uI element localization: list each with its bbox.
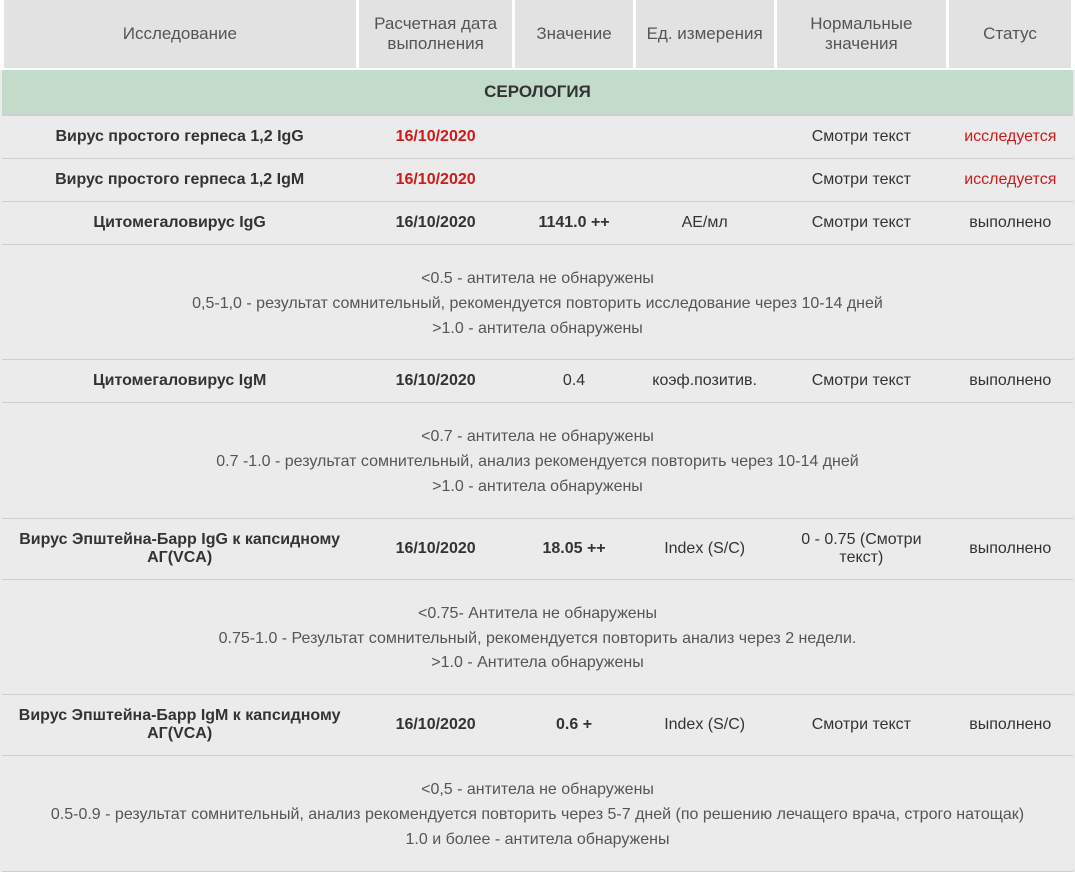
- cell-date: 16/10/2020: [357, 695, 514, 756]
- cell-test: Вирус простого герпеса 1,2 IgM: [2, 159, 357, 202]
- cell-value: 0.4: [514, 360, 634, 403]
- note-line: >1.0 - Антитела обнаружены: [431, 654, 643, 671]
- note-line: <0.7 - антитела не обнаружены: [421, 428, 654, 445]
- note-text: <0.7 - антитела не обнаружены 0.7 -1.0 -…: [2, 403, 1073, 518]
- cell-test: Вирус Эпштейна-Барр IgM к капсидному АГ(…: [2, 695, 357, 756]
- note-text: <0.75- Антитела не обнаружены 0.75-1.0 -…: [2, 579, 1073, 694]
- table-row: Цитомегаловирус IgG 16/10/2020 1141.0 ++…: [2, 202, 1073, 245]
- cell-date: 16/10/2020: [357, 360, 514, 403]
- cell-unit: [634, 115, 775, 159]
- note-row: <0.5 - антитела не обнаружены 0,5-1,0 - …: [2, 245, 1073, 360]
- cell-unit: коэф.позитив.: [634, 360, 775, 403]
- cell-unit: АЕ/мл: [634, 202, 775, 245]
- results-table: Исследование Расчетная дата выполнения З…: [0, 0, 1075, 872]
- note-line: <0.5 - антитела не обнаружены: [421, 270, 654, 287]
- col-value: Значение: [514, 0, 634, 69]
- cell-test: Цитомегаловирус IgG: [2, 202, 357, 245]
- cell-status: выполнено: [948, 518, 1073, 579]
- cell-norm: Смотри текст: [775, 202, 947, 245]
- cell-unit: Index (S/C): [634, 695, 775, 756]
- table-row: Вирус простого герпеса 1,2 IgG 16/10/202…: [2, 115, 1073, 159]
- cell-norm: Смотри текст: [775, 159, 947, 202]
- cell-status: выполнено: [948, 202, 1073, 245]
- cell-norm: 0 - 0.75 (Смотри текст): [775, 518, 947, 579]
- cell-norm: Смотри текст: [775, 115, 947, 159]
- note-line: >1.0 - антитела обнаружены: [432, 478, 643, 495]
- cell-status: исследуется: [948, 115, 1073, 159]
- cell-unit: Index (S/C): [634, 518, 775, 579]
- cell-test: Вирус простого герпеса 1,2 IgG: [2, 115, 357, 159]
- note-row: <0,5 - антитела не обнаружены 0.5-0.9 - …: [2, 756, 1073, 871]
- note-text: <0.5 - антитела не обнаружены 0,5-1,0 - …: [2, 245, 1073, 360]
- cell-date: 16/10/2020: [357, 159, 514, 202]
- table-row: Цитомегаловирус IgM 16/10/2020 0.4 коэф.…: [2, 360, 1073, 403]
- cell-test: Цитомегаловирус IgM: [2, 360, 357, 403]
- note-row: <0.7 - антитела не обнаружены 0.7 -1.0 -…: [2, 403, 1073, 518]
- col-norm: Нормальные значения: [775, 0, 947, 69]
- cell-value: 0.6 +: [514, 695, 634, 756]
- note-line: 1.0 и более - антитела обнаружены: [406, 831, 670, 848]
- cell-date: 16/10/2020: [357, 202, 514, 245]
- note-line: 0.7 -1.0 - результат сомнительный, анали…: [216, 453, 858, 470]
- cell-date: 16/10/2020: [357, 115, 514, 159]
- cell-unit: [634, 159, 775, 202]
- col-status: Статус: [948, 0, 1073, 69]
- note-line: 0.75-1.0 - Результат сомнительный, реком…: [219, 630, 857, 647]
- table-row: Вирус Эпштейна-Барр IgM к капсидному АГ(…: [2, 695, 1073, 756]
- cell-value: [514, 115, 634, 159]
- cell-status: выполнено: [948, 695, 1073, 756]
- note-line: <0.75- Антитела не обнаружены: [418, 605, 657, 622]
- cell-value: 18.05 ++: [514, 518, 634, 579]
- cell-test: Вирус Эпштейна-Барр IgG к капсидному АГ(…: [2, 518, 357, 579]
- note-line: >1.0 - антитела обнаружены: [432, 320, 643, 337]
- cell-status: исследуется: [948, 159, 1073, 202]
- note-row: <0.75- Антитела не обнаружены 0.75-1.0 -…: [2, 579, 1073, 694]
- section-serology: СЕРОЛОГИЯ: [2, 69, 1073, 115]
- cell-norm: Смотри текст: [775, 360, 947, 403]
- note-line: 0,5-1,0 - результат сомнительный, рекоме…: [192, 295, 883, 312]
- cell-norm: Смотри текст: [775, 695, 947, 756]
- note-text: <0,5 - антитела не обнаружены 0.5-0.9 - …: [2, 756, 1073, 871]
- col-unit: Ед. измерения: [634, 0, 775, 69]
- cell-value: [514, 159, 634, 202]
- table-row: Вирус Эпштейна-Барр IgG к капсидному АГ(…: [2, 518, 1073, 579]
- cell-status: выполнено: [948, 360, 1073, 403]
- note-line: 0.5-0.9 - результат сомнительный, анализ…: [51, 806, 1024, 823]
- table-row: Вирус простого герпеса 1,2 IgM 16/10/202…: [2, 159, 1073, 202]
- section-title: СЕРОЛОГИЯ: [2, 69, 1073, 115]
- col-test: Исследование: [2, 0, 357, 69]
- col-date: Расчетная дата выполнения: [357, 0, 514, 69]
- cell-date: 16/10/2020: [357, 518, 514, 579]
- table-header-row: Исследование Расчетная дата выполнения З…: [2, 0, 1073, 69]
- cell-value: 1141.0 ++: [514, 202, 634, 245]
- note-line: <0,5 - антитела не обнаружены: [421, 781, 654, 798]
